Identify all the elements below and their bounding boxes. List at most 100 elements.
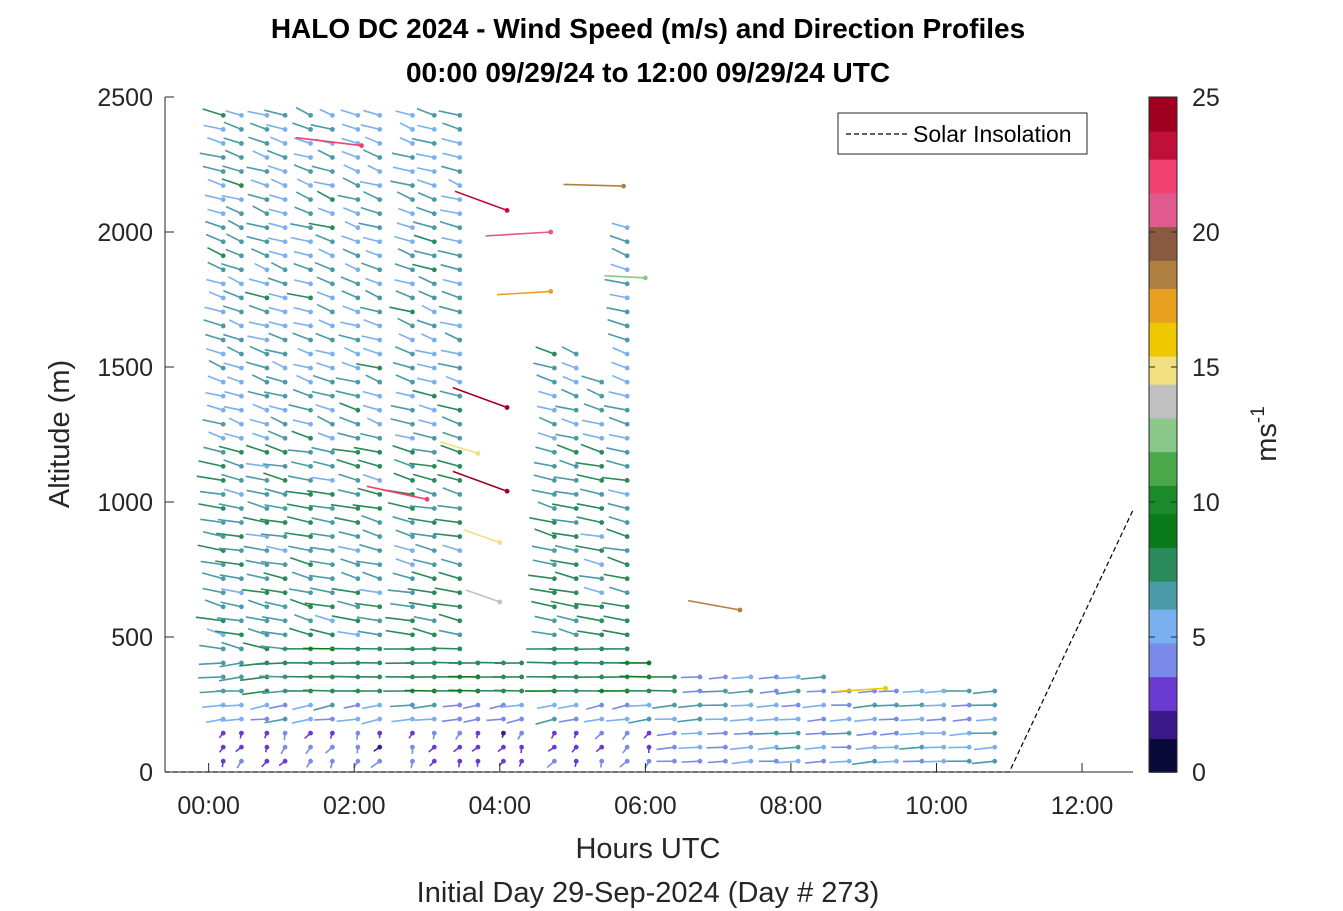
wind-barb: [318, 319, 335, 329]
wind-barb: [759, 688, 779, 694]
wind-barb: [779, 716, 801, 722]
colorbar-tick-label: 15: [1192, 354, 1220, 382]
wind-barb: [733, 730, 754, 736]
wind-barb: [547, 646, 579, 652]
wind-barb: [609, 234, 630, 245]
wind-barb: [405, 660, 437, 666]
wind-barb: [251, 248, 270, 259]
wind-barb: [221, 178, 244, 188]
wind-barb: [286, 292, 313, 301]
wind-barb: [878, 688, 899, 694]
wind-barb: [536, 405, 557, 413]
wind-barb: [214, 630, 244, 638]
wind-barb: [265, 123, 288, 132]
wind-barb: [200, 560, 226, 568]
wind-barb: [315, 403, 335, 413]
wind-barb: [288, 588, 313, 596]
wind-barb: [607, 489, 630, 497]
wind-barb: [223, 488, 244, 497]
wind-barb: [775, 730, 801, 736]
wind-barb: [289, 598, 313, 610]
wind-barb: [247, 193, 270, 203]
colorbar-segment: [1149, 108, 1177, 115]
wind-barb: [601, 601, 630, 610]
wind-barb: [218, 445, 244, 455]
wind-barb: [486, 716, 506, 722]
wind-barb: [271, 261, 288, 273]
colorbar-segment: [1149, 119, 1177, 126]
wind-barb: [389, 306, 415, 315]
wind-barb: [361, 514, 383, 525]
wind-barb: [337, 630, 361, 638]
wind-barb: [203, 446, 226, 455]
colorbar-segment: [1149, 440, 1177, 447]
wind-barb: [264, 504, 288, 511]
colorbar-segment: [1149, 620, 1177, 627]
wind-barb: [851, 758, 878, 766]
wind-barb: [600, 646, 630, 652]
wind-barb: [397, 317, 415, 329]
wind-barb: [331, 615, 361, 624]
wind-barb: [220, 702, 244, 708]
wind-barb: [204, 194, 226, 203]
wind-barb: [362, 404, 383, 413]
wind-barb: [396, 191, 415, 203]
wind-barb: [207, 246, 226, 259]
wind-barb: [261, 615, 288, 624]
wind-barb: [294, 206, 313, 217]
wind-barb: [442, 487, 463, 497]
colorbar-segment: [1149, 412, 1177, 419]
wind-barb: [535, 716, 557, 725]
wind-barb: [390, 602, 415, 610]
wind-barb: [553, 476, 579, 483]
colorbar-segment: [1149, 485, 1177, 492]
wind-barb: [358, 588, 383, 596]
wind-barb: [297, 347, 313, 357]
wind-barb: [399, 122, 415, 132]
wind-barb: [289, 627, 313, 638]
wind-barb: [387, 501, 415, 511]
colorbar-segment: [1149, 260, 1177, 267]
colorbar-segment: [1149, 288, 1177, 295]
wind-barb: [340, 109, 361, 118]
colorbar-segment: [1149, 687, 1177, 695]
wind-barb: [216, 688, 244, 694]
wind-barb: [438, 571, 463, 582]
wind-barb: [437, 249, 463, 259]
wind-barb: [308, 222, 335, 231]
wind-barb: [286, 503, 313, 511]
wind-barb: [222, 305, 244, 315]
wind-barb: [418, 404, 437, 413]
wind-barb: [340, 321, 361, 329]
wind-barb: [416, 167, 437, 174]
wind-barb: [439, 390, 463, 399]
wind-barb: [573, 730, 579, 739]
wind-barb: [576, 615, 605, 624]
wind-barb: [923, 758, 947, 764]
wind-barb: [309, 560, 335, 568]
wind-barb: [295, 106, 313, 118]
wind-barb: [338, 531, 361, 539]
wind-barb: [223, 121, 244, 132]
wind-barb: [251, 374, 270, 385]
wind-barb: [727, 688, 754, 695]
wind-barb: [531, 545, 557, 553]
wind-barb: [506, 716, 525, 724]
legend: Solar Insolation: [837, 112, 1088, 155]
wind-barb: [208, 431, 226, 441]
wind-barb: [538, 416, 557, 427]
colorbar-segment: [1149, 698, 1177, 706]
wind-barb: [260, 560, 288, 568]
wind-barb: [412, 473, 437, 483]
wind-barb: [289, 557, 313, 568]
wind-barb: [366, 417, 383, 427]
wind-barb: [294, 279, 313, 287]
wind-barb: [416, 107, 437, 118]
wind-barb: [681, 758, 703, 764]
wind-barb: [198, 460, 226, 469]
wind-barb: [263, 572, 288, 582]
wind-barb: [463, 529, 503, 545]
wind-barb: [395, 290, 415, 301]
wind-barb: [680, 730, 703, 736]
wind-barb: [834, 685, 888, 693]
